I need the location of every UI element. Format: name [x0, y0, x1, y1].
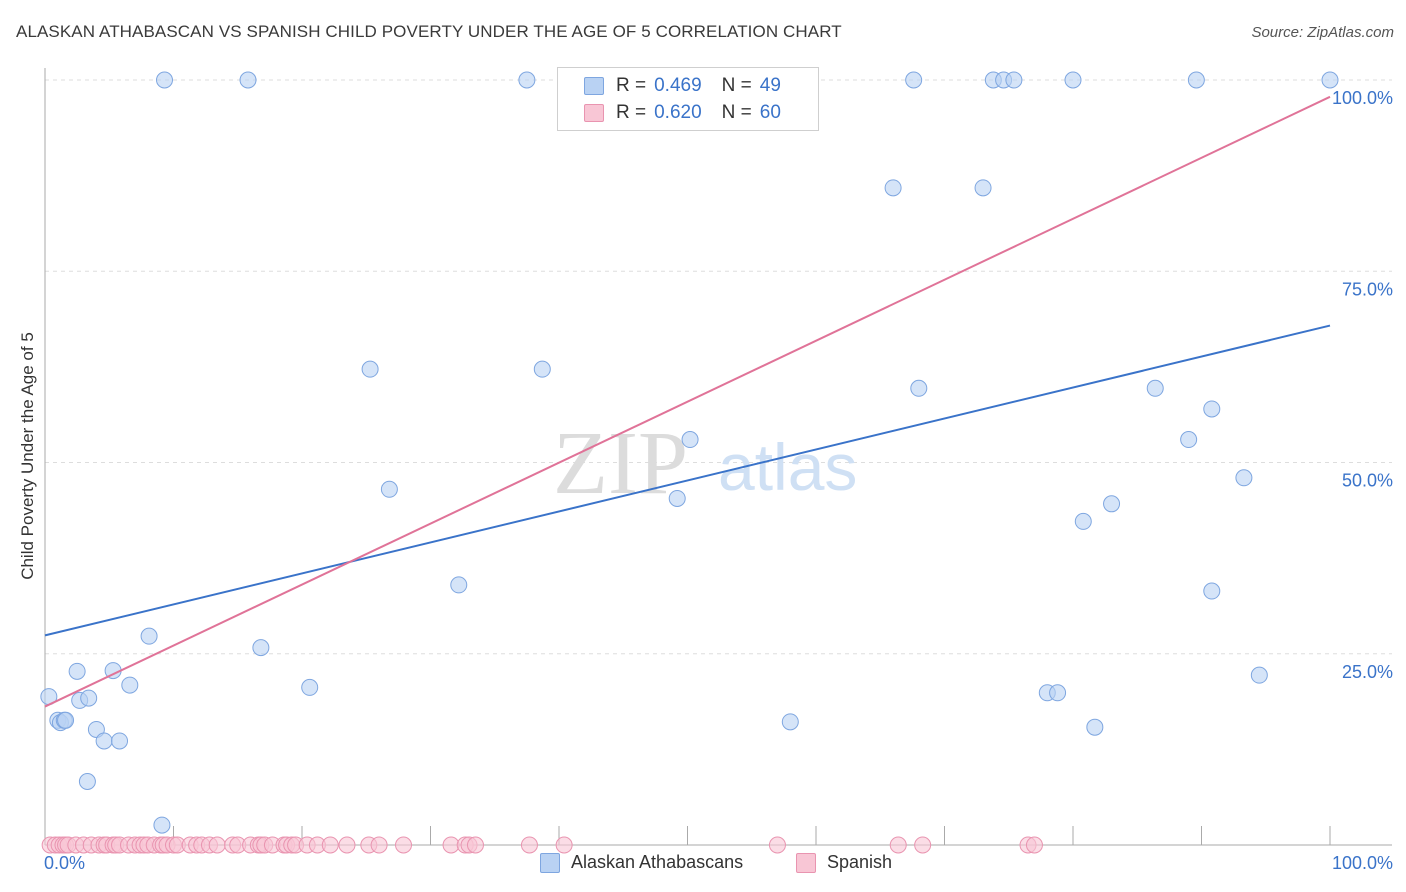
spanish-point: [208, 836, 226, 854]
athabascan-point: [533, 360, 551, 378]
x-tick-label: 0.0%: [44, 853, 85, 873]
trend-lines: [44, 95, 1331, 708]
spanish-point: [466, 836, 484, 854]
spanish-point: [321, 836, 339, 854]
athabascan-point: [1203, 400, 1221, 418]
series-legend: Alaskan Athabascans Spanish: [0, 852, 1406, 878]
y-axis-label: Child Poverty Under the Age of 5: [18, 332, 37, 580]
athabascan-point: [1103, 495, 1121, 513]
athabascan-point: [910, 379, 928, 397]
x-tick-label: 100.0%: [1332, 853, 1393, 873]
athabascan-point: [153, 816, 171, 834]
legend-row-athabascan: R = 0.469 N = 49: [584, 74, 781, 98]
spanish-point: [370, 836, 388, 854]
athabascan-point: [80, 689, 98, 707]
y-tick-label: 75.0%: [1342, 279, 1393, 299]
athabascan-point: [78, 773, 96, 791]
athabascan-point: [668, 489, 686, 507]
spanish-point: [338, 836, 356, 854]
spanish-point: [555, 836, 573, 854]
athabascan-point: [121, 676, 139, 694]
athabascan-trend-line: [44, 324, 1331, 637]
legend-swatch-athabascan: [584, 77, 604, 95]
spanish-point: [395, 836, 413, 854]
athabascan-point: [1074, 512, 1092, 530]
athabascan-point: [57, 711, 75, 729]
athabascan-point: [1005, 71, 1023, 89]
athabascan-point: [156, 71, 174, 89]
legend-r-label: R =: [616, 75, 647, 96]
athabascan-point: [239, 71, 257, 89]
spanish-point: [914, 836, 932, 854]
athabascan-point: [1235, 469, 1253, 487]
athabascan-point: [301, 678, 319, 696]
tick-labels: 25.0% 50.0% 75.0% 100.0% 0.0% 100.0%: [44, 88, 1393, 873]
y-tick-label: 100.0%: [1332, 88, 1393, 108]
legend-n-label: N =: [721, 102, 752, 123]
spanish-point: [520, 836, 538, 854]
spanish-point: [1025, 836, 1043, 854]
watermark: ZIP atlas: [553, 414, 857, 513]
athabascan-point: [1321, 71, 1339, 89]
athabascan-point: [518, 71, 536, 89]
y-tick-label: 50.0%: [1342, 471, 1393, 491]
athabascan-point: [1146, 379, 1164, 397]
athabascan-point: [68, 662, 86, 680]
athabascan-point: [1250, 666, 1268, 684]
athabascan-point: [1049, 684, 1067, 702]
athabascan-point: [1203, 582, 1221, 600]
y-tick-label: 25.0%: [1342, 662, 1393, 682]
legend-n-label: N =: [721, 75, 752, 96]
athabascan-point: [1180, 431, 1198, 449]
chart-title: ALASKAN ATHABASCAN VS SPANISH CHILD POVE…: [16, 22, 842, 41]
athabascan-point: [681, 431, 699, 449]
athabascan-point: [111, 732, 129, 750]
athabascan-point: [140, 627, 158, 645]
series-legend-spanish: Spanish: [796, 852, 892, 873]
athabascan-point: [252, 639, 270, 657]
athabascan-point: [905, 71, 923, 89]
athabascan-point: [95, 732, 113, 750]
athabascan-point: [361, 360, 379, 378]
spanish-point: [768, 836, 786, 854]
watermark-atlas: atlas: [718, 430, 857, 504]
series-label-athabascan: Alaskan Athabascans: [571, 852, 744, 872]
legend-r-label: R =: [616, 102, 647, 123]
athabascan-point: [380, 480, 398, 498]
source-label: Source: ZipAtlas.com: [1251, 24, 1394, 41]
grid-lines: [45, 79, 1392, 655]
series-swatch-athabascan: [540, 852, 560, 873]
athabascan-point: [450, 576, 468, 594]
legend-row-spanish: R = 0.620 N = 60: [584, 101, 781, 125]
athabascan-point: [1086, 718, 1104, 736]
athabascan-point: [1064, 71, 1082, 89]
series-legend-athabascan: Alaskan Athabascans: [540, 852, 743, 873]
data-points: [40, 71, 1339, 854]
correlation-legend: R = 0.469 N = 49 R = 0.620 N = 60: [557, 67, 819, 131]
athabascan-point: [781, 713, 799, 731]
spanish-point: [442, 836, 460, 854]
legend-r-value: 0.469: [654, 75, 702, 96]
legend-n-value: 60: [759, 102, 781, 123]
series-label-spanish: Spanish: [827, 852, 893, 872]
series-swatch-spanish: [796, 852, 816, 873]
athabascan-point: [1187, 71, 1205, 89]
spanish-trend-line: [44, 95, 1331, 708]
legend-r-value: 0.620: [654, 102, 702, 123]
legend-swatch-spanish: [584, 104, 604, 122]
legend-n-value: 49: [759, 75, 781, 96]
athabascan-point: [884, 179, 902, 197]
athabascan-point: [974, 179, 992, 197]
spanish-point: [889, 836, 907, 854]
watermark-zip: ZIP: [553, 414, 688, 513]
